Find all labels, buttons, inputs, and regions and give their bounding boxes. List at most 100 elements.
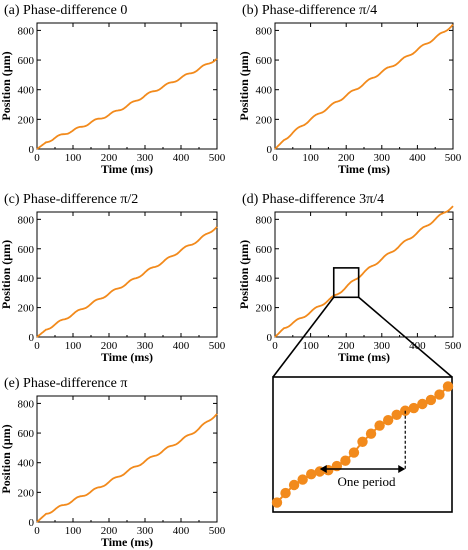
x-tick-label: 500 <box>209 525 226 537</box>
y-tick-label: 200 <box>18 303 35 315</box>
series-line <box>36 226 218 338</box>
series-line <box>274 205 454 338</box>
panel-title: (d) Phase-difference 3π/4 <box>242 192 384 207</box>
inset-data-point <box>417 398 428 410</box>
period-arrowhead-left <box>319 465 327 473</box>
series-line <box>36 413 218 523</box>
y-axis-label: Position (μm) <box>0 51 13 120</box>
y-axis-label: Position (μm) <box>237 51 251 120</box>
y-tick-label: 400 <box>18 85 35 97</box>
x-tick-label: 200 <box>101 525 118 537</box>
y-axis-label: Position (μm) <box>0 424 13 493</box>
inset-data-point <box>271 497 283 508</box>
x-tick-label: 200 <box>101 152 118 164</box>
x-tick-label: 300 <box>374 340 391 352</box>
y-tick-label: 0 <box>267 332 273 344</box>
inset-data-point <box>365 428 377 439</box>
x-tick-label: 0 <box>272 152 278 164</box>
y-tick-label: 800 <box>256 214 273 226</box>
x-tick-label: 300 <box>137 340 154 352</box>
x-axis-label: Time (ms) <box>101 535 153 549</box>
panel-e: (e) Phase-difference π 0 100 200 300 400 500 0 2… <box>0 376 226 549</box>
inset-data-point <box>288 479 300 491</box>
x-tick-label: 0 <box>34 525 40 537</box>
y-tick-label: 0 <box>267 144 273 156</box>
x-tick-label: 100 <box>65 152 82 164</box>
y-axis-label: Position (μm) <box>237 240 251 309</box>
zoom-connector-left <box>272 296 335 378</box>
panel-d: (d) Phase-difference 3π/4 0 100 200 300 400 50… <box>237 192 462 513</box>
y-tick-label: 200 <box>256 114 273 126</box>
x-axis-label: Time (ms) <box>338 350 390 364</box>
x-tick-label: 500 <box>209 152 226 164</box>
x-tick-label: 100 <box>65 340 82 352</box>
x-tick-label: 200 <box>101 340 118 352</box>
x-tick-label: 0 <box>272 340 278 352</box>
y-tick-label: 400 <box>18 458 35 470</box>
inset-data-point <box>331 460 343 472</box>
inset-data-point <box>391 409 402 420</box>
x-axis-label: Time (ms) <box>338 162 390 176</box>
y-tick-label: 200 <box>18 487 35 499</box>
inset-data-point <box>434 389 445 400</box>
series-line <box>36 57 218 150</box>
x-tick-label: 400 <box>409 152 426 164</box>
y-tick-label: 400 <box>18 273 35 285</box>
period-arrowhead-right <box>398 465 406 473</box>
inset-data-point <box>382 415 394 426</box>
panel-b: (b) Phase-difference π/4 0 100 200 300 400 500… <box>237 3 462 176</box>
x-tick-label: 100 <box>302 340 319 352</box>
panel-title: (e) Phase-difference π <box>4 376 127 391</box>
x-tick-label: 200 <box>338 340 355 352</box>
x-tick-label: 200 <box>338 152 355 164</box>
x-tick-label: 400 <box>173 525 190 537</box>
y-tick-label: 600 <box>18 244 35 256</box>
inset-data-point <box>280 487 291 499</box>
period-annotation: One period <box>337 474 396 489</box>
inset-data-point <box>297 474 308 485</box>
x-tick-label: 300 <box>374 152 391 164</box>
y-tick-label: 800 <box>18 214 35 226</box>
x-tick-label: 500 <box>445 152 462 164</box>
panel-a: (a) Phase-difference 0 0 100 200 300 400 500 0 2… <box>0 3 226 176</box>
y-tick-label: 0 <box>29 144 35 156</box>
x-tick-label: 0 <box>34 152 40 164</box>
plot-frame <box>36 22 218 150</box>
x-tick-label: 0 <box>34 340 40 352</box>
y-tick-label: 600 <box>256 55 273 67</box>
panel-title: (b) Phase-difference π/4 <box>242 3 377 18</box>
x-tick-label: 300 <box>137 525 154 537</box>
inset-data-point <box>425 394 437 406</box>
y-tick-label: 200 <box>18 114 35 126</box>
x-axis-label: Time (ms) <box>101 162 153 176</box>
plot-frame <box>36 211 218 338</box>
inset-data-point <box>340 455 351 466</box>
y-tick-label: 600 <box>18 428 35 440</box>
x-tick-label: 500 <box>445 340 462 352</box>
inset-data-point <box>442 381 454 392</box>
y-tick-label: 800 <box>256 25 273 37</box>
inset-data-point <box>374 420 385 431</box>
x-tick-label: 100 <box>302 152 319 164</box>
y-tick-label: 600 <box>256 244 273 256</box>
y-tick-label: 0 <box>29 332 35 344</box>
y-tick-label: 600 <box>18 55 35 67</box>
plot-frame <box>36 395 218 523</box>
inset-data-point <box>357 436 368 447</box>
x-axis-label: Time (ms) <box>101 350 153 364</box>
zoom-region-box <box>332 267 360 299</box>
panel-c: (c) Phase-difference π/2 0 100 200 300 400 500… <box>0 192 226 364</box>
y-tick-label: 400 <box>256 85 273 97</box>
y-tick-label: 200 <box>256 303 273 315</box>
panel-title: (c) Phase-difference π/2 <box>4 192 138 207</box>
y-tick-label: 0 <box>29 517 35 529</box>
zoom-connector-right <box>358 296 453 378</box>
panel-title: (a) Phase-difference 0 <box>4 3 127 18</box>
series-line <box>274 23 454 150</box>
inset-data-point <box>306 469 317 480</box>
x-tick-label: 500 <box>209 340 226 352</box>
y-tick-label: 800 <box>18 25 35 37</box>
x-tick-label: 100 <box>65 525 82 537</box>
x-tick-label: 400 <box>173 340 190 352</box>
